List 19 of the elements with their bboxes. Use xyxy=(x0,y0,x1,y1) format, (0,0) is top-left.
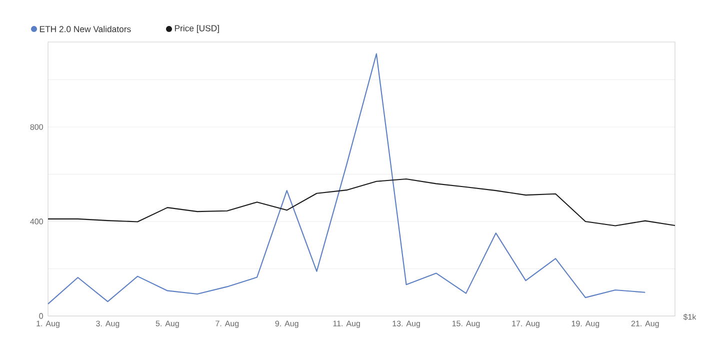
y-tick-label: 0 xyxy=(39,313,43,319)
x-tick-label: 5. Aug xyxy=(156,320,179,328)
legend-label: Price [USD] xyxy=(174,24,219,34)
y-tick-label: 800 xyxy=(30,124,43,130)
legend-label: ETH 2.0 New Validators xyxy=(40,26,131,32)
line-series xyxy=(47,53,646,304)
x-tick-label: 9. Aug xyxy=(275,320,298,328)
x-tick-label: 7. Aug xyxy=(216,320,239,328)
x-tick-label: 15. Aug xyxy=(452,320,480,328)
y-tick-label: 400 xyxy=(30,218,43,224)
x-tick-label: 1. Aug xyxy=(36,320,60,328)
text: $1k xyxy=(683,314,696,320)
x-tick-label: 17. Aug xyxy=(512,320,540,328)
x-tick-label: 11. Aug xyxy=(333,320,360,328)
x-tick-label: 13. Aug xyxy=(392,320,420,328)
x-tick-label: 21. Aug xyxy=(631,320,659,328)
x-tick-label: 19. Aug xyxy=(572,320,600,328)
x-tick-label: 3. Aug xyxy=(96,320,120,328)
line-series xyxy=(47,178,676,226)
